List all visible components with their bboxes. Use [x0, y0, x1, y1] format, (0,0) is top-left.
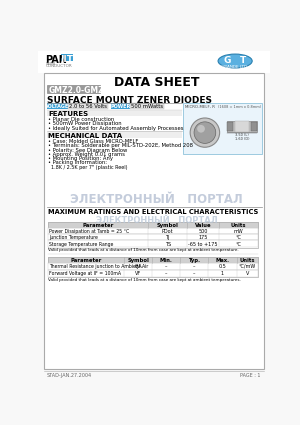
Text: θJA: θJA: [134, 264, 142, 269]
Text: Max.: Max.: [215, 258, 230, 263]
Bar: [38, 51, 270, 73]
Text: • 500mW Power Dissipation: • 500mW Power Dissipation: [48, 122, 122, 127]
Text: Symbol: Symbol: [157, 223, 178, 228]
Text: CONDUCTOR: CONDUCTOR: [45, 65, 72, 68]
Bar: [111, 103, 130, 109]
Text: Junction Temperature: Junction Temperature: [49, 235, 98, 241]
Text: JIT: JIT: [61, 55, 74, 64]
Bar: [48, 270, 258, 277]
Text: 1: 1: [221, 271, 224, 276]
Text: Parameter: Parameter: [82, 223, 114, 228]
Text: Storage Temperature Range: Storage Temperature Range: [49, 241, 113, 246]
Text: SURFACE MOUNT ZENER DIODES: SURFACE MOUNT ZENER DIODES: [47, 96, 212, 105]
Text: Power Dissipation at Tamb = 25 °C: Power Dissipation at Tamb = 25 °C: [49, 229, 129, 234]
Text: ЭЛЕКТРОННЫЙ   ПОРТАЛ: ЭЛЕКТРОННЫЙ ПОРТАЛ: [70, 193, 243, 206]
Text: • Ideally Suited for Automated Assembly Processes: • Ideally Suited for Automated Assembly …: [48, 126, 184, 131]
Text: –: –: [193, 264, 195, 269]
Text: 175: 175: [198, 235, 208, 241]
Bar: [48, 222, 258, 228]
Text: mW: mW: [234, 229, 244, 234]
Text: 3.50 (L): 3.50 (L): [235, 133, 249, 137]
Text: MICRO-MELF, R: MICRO-MELF, R: [185, 105, 214, 108]
Text: GRANDE LTD.: GRANDE LTD.: [221, 65, 249, 69]
Bar: [47, 85, 100, 94]
Text: MAXIMUM RATINGS AND ELECTRICAL CHARACTERISTICS: MAXIMUM RATINGS AND ELECTRICAL CHARACTER…: [48, 209, 259, 215]
Text: 500: 500: [198, 229, 208, 234]
Text: Typ.: Typ.: [188, 258, 200, 263]
Ellipse shape: [218, 54, 252, 68]
Text: 500 mWatts: 500 mWatts: [131, 104, 163, 109]
Text: Value: Value: [195, 223, 211, 228]
Text: STAD-JAN.27.2004: STAD-JAN.27.2004: [47, 373, 92, 378]
Circle shape: [190, 118, 220, 147]
Text: PAN: PAN: [45, 55, 67, 65]
Text: G: G: [224, 56, 231, 65]
Text: • Approx. Weight 0.01 grams: • Approx. Weight 0.01 grams: [48, 152, 125, 157]
Text: PAGE : 1: PAGE : 1: [240, 373, 261, 378]
Text: DATA SHEET: DATA SHEET: [114, 76, 200, 89]
Text: Valid provided that leads at a distance of 10mm from case are kept at ambient te: Valid provided that leads at a distance …: [48, 248, 239, 252]
Text: • Packing Information:: • Packing Information:: [48, 160, 107, 165]
Text: V: V: [246, 271, 249, 276]
Text: –: –: [165, 264, 167, 269]
Text: Parameter: Parameter: [70, 258, 102, 263]
Bar: [130, 103, 164, 109]
Text: ЭЛЕКТРОННЫЙ   ПОРТАЛ: ЭЛЕКТРОННЫЙ ПОРТАЛ: [96, 216, 218, 225]
Text: GMZ2.0-GMZ56: GMZ2.0-GMZ56: [48, 86, 115, 95]
Text: 0.5: 0.5: [218, 264, 226, 269]
Text: 1.60 (D): 1.60 (D): [235, 137, 249, 141]
Bar: [48, 222, 258, 248]
Bar: [68, 103, 108, 109]
Bar: [48, 228, 258, 234]
Bar: [48, 234, 258, 241]
Text: 1.8K / 2.5K per 7" (plastic Reel): 1.8K / 2.5K per 7" (plastic Reel): [52, 164, 128, 170]
Text: VOLTAGE: VOLTAGE: [45, 104, 69, 109]
Text: Units: Units: [240, 258, 255, 263]
Bar: [47, 110, 182, 116]
Text: • Polarity: See Diagram Below: • Polarity: See Diagram Below: [48, 147, 128, 153]
Text: • Case: Molded Glass MICRO-MELF: • Case: Molded Glass MICRO-MELF: [48, 139, 139, 144]
Text: Valid provided that leads at a distance of 10mm from case are kept at ambient te: Valid provided that leads at a distance …: [48, 278, 241, 282]
Text: • Terminals: Solderable per MIL-STD-202E, Method 208: • Terminals: Solderable per MIL-STD-202E…: [48, 143, 194, 148]
Text: TS: TS: [165, 241, 171, 246]
Bar: [48, 241, 258, 246]
Text: • Planar Die construction: • Planar Die construction: [48, 117, 115, 122]
Text: POWER: POWER: [110, 104, 130, 109]
Text: -65 to +175: -65 to +175: [188, 241, 218, 246]
Bar: [227, 121, 257, 132]
Text: VF: VF: [135, 271, 141, 276]
Bar: [61, 54, 73, 61]
Bar: [48, 257, 258, 277]
Text: Units: Units: [231, 223, 246, 228]
Text: Min.: Min.: [160, 258, 172, 263]
Bar: [47, 103, 68, 109]
Bar: [251, 122, 257, 131]
Text: PDot: PDot: [162, 229, 173, 234]
Text: Symbol: Symbol: [127, 258, 149, 263]
Text: TJ: TJ: [166, 235, 170, 241]
Bar: [235, 121, 249, 132]
Text: Thermal Resistance junction to Ambient Air: Thermal Resistance junction to Ambient A…: [49, 264, 148, 269]
Text: °C: °C: [236, 235, 242, 241]
Text: • Mounting Position: Any: • Mounting Position: Any: [48, 156, 113, 161]
Bar: [47, 132, 182, 138]
Text: (1608 = 1mm x 0.8mm): (1608 = 1mm x 0.8mm): [218, 105, 261, 108]
Text: FEATURES: FEATURES: [48, 111, 88, 117]
Text: –: –: [165, 271, 167, 276]
Text: Forward Voltage at IF = 100mA: Forward Voltage at IF = 100mA: [49, 271, 121, 276]
Text: °C/mW: °C/mW: [239, 264, 256, 269]
Bar: [48, 263, 258, 270]
Text: MECHANICAL DATA: MECHANICAL DATA: [48, 133, 122, 139]
Circle shape: [197, 125, 205, 133]
Text: –: –: [193, 271, 195, 276]
Bar: [48, 257, 258, 263]
Bar: [183, 103, 262, 154]
Text: T: T: [240, 56, 246, 65]
Circle shape: [194, 122, 216, 143]
Text: °C: °C: [236, 241, 242, 246]
Text: SEMI: SEMI: [45, 62, 55, 66]
Bar: [227, 122, 233, 131]
Text: 2.0 to 56 Volts: 2.0 to 56 Volts: [69, 104, 107, 109]
